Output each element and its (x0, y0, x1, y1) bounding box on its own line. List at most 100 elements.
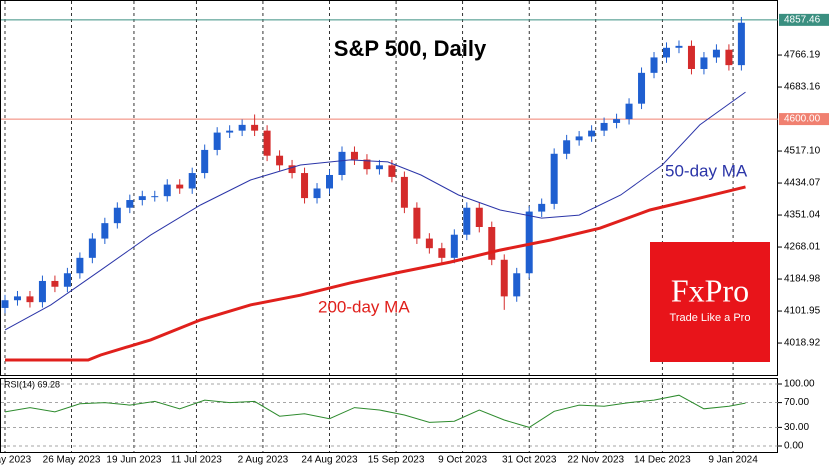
series-line (5, 185, 746, 362)
candle-body (263, 130, 271, 156)
y-tick-label: 4351.04 (784, 210, 821, 221)
candle-body (575, 136, 583, 141)
x-tick-label: 24 Aug 2023 (301, 455, 358, 466)
candle-body (563, 140, 571, 154)
candle-body (388, 165, 396, 177)
candle-body (475, 207, 483, 228)
candle-body (463, 207, 471, 235)
candle-body (663, 47, 671, 58)
candle-body (650, 57, 658, 73)
series-line (4, 91, 746, 331)
candle-body (301, 173, 309, 199)
candle-body (363, 159, 371, 170)
candle-body (26, 296, 34, 303)
candle-body (450, 234, 458, 258)
candle-body (400, 176, 408, 208)
x-tick-label: 19 Jun 2023 (106, 455, 161, 466)
y-tick-label: 4101.95 (784, 306, 821, 317)
candle-body (737, 22, 745, 66)
candle-body (613, 119, 621, 123)
x-tick-label: 2 Aug 2023 (238, 455, 289, 466)
candle-body (350, 151, 358, 160)
x-tick-label: 22 Nov 2023 (567, 455, 624, 466)
candle-body (375, 165, 383, 170)
candle-body (213, 132, 221, 150)
candle-body (425, 238, 433, 249)
x-tick-label: 4 May 2023 (0, 455, 32, 466)
candle-body (326, 174, 334, 189)
x-tick-label: 31 Oct 2023 (502, 455, 557, 466)
x-tick-label: 9 Jan 2024 (708, 455, 758, 466)
candle-body (138, 196, 146, 201)
candle-body (625, 103, 633, 120)
y-tick-label: 4268.01 (784, 242, 821, 253)
price-panel (0, 0, 778, 376)
y-tick-label: 4766.19 (784, 50, 821, 61)
candle-body (600, 122, 608, 131)
level-label: 4857.46 (784, 15, 821, 26)
level-label-box (779, 113, 829, 126)
candle-body (513, 273, 521, 297)
candle-body (38, 280, 46, 303)
logo-name: FxPro (671, 272, 749, 308)
y-tick-label: 70.00 (784, 397, 809, 408)
candle-body (226, 130, 234, 133)
candle-body (438, 248, 446, 258)
candle-body (101, 223, 109, 239)
candle-body (63, 273, 71, 287)
candle-body (638, 72, 646, 104)
chart-title: S&P 500, Daily (334, 36, 487, 61)
candle-body (13, 296, 21, 301)
candle-body (538, 203, 546, 212)
candle-body (188, 173, 196, 189)
y-tick-label: 4434.07 (784, 178, 821, 189)
y-tick-label: 100.00 (784, 379, 815, 390)
candle-body (163, 184, 171, 197)
x-tick-label: 9 Oct 2023 (438, 455, 487, 466)
candle-body (126, 200, 134, 208)
x-tick-label: 11 Jul 2023 (171, 455, 222, 466)
candle-body (675, 45, 683, 48)
candle-body (712, 49, 720, 58)
candle-body (1, 300, 9, 308)
candle-body (276, 155, 284, 166)
candle-body (251, 124, 259, 131)
x-tick-label: 26 May 2023 (43, 455, 101, 466)
candle-body (113, 207, 121, 224)
level-label: 4600.00 (784, 114, 821, 125)
candle-body (51, 280, 59, 287)
rsi-panel (0, 378, 778, 453)
candle-body (151, 196, 159, 198)
candle-body (588, 130, 596, 137)
candle-body (413, 207, 421, 239)
y-tick-label: 4184.98 (784, 274, 821, 285)
candle-body (176, 184, 184, 189)
x-tick-label: 14 Dec 2023 (634, 455, 691, 466)
logo-box (650, 242, 770, 362)
candle-body (725, 49, 733, 66)
series-label: 200-day MA (318, 297, 410, 316)
candle-body (500, 259, 508, 297)
logo-tagline: Trade Like a Pro (670, 312, 751, 324)
y-tick-label: 4517.10 (784, 146, 821, 157)
series-label: 50-day MA (665, 161, 748, 180)
candle-body (700, 57, 708, 69)
y-tick-label: 4683.16 (784, 82, 821, 93)
candle-body (313, 188, 321, 199)
y-tick-label: 30.00 (784, 422, 809, 433)
candle-body (687, 45, 695, 69)
y-tick-label: 0.00 (784, 441, 804, 452)
candle-body (88, 238, 96, 258)
candle-body (288, 165, 296, 174)
y-tick-label: 4018.92 (784, 338, 821, 349)
candle-body (201, 149, 209, 174)
candle-body (338, 151, 346, 175)
candle-body (76, 257, 84, 274)
x-tick-label: 15 Sep 2023 (368, 455, 425, 466)
candle-body (550, 153, 558, 204)
candle-body (488, 227, 496, 260)
level-label-box (779, 13, 829, 26)
candle-body (525, 211, 533, 274)
candle-body (238, 124, 246, 131)
